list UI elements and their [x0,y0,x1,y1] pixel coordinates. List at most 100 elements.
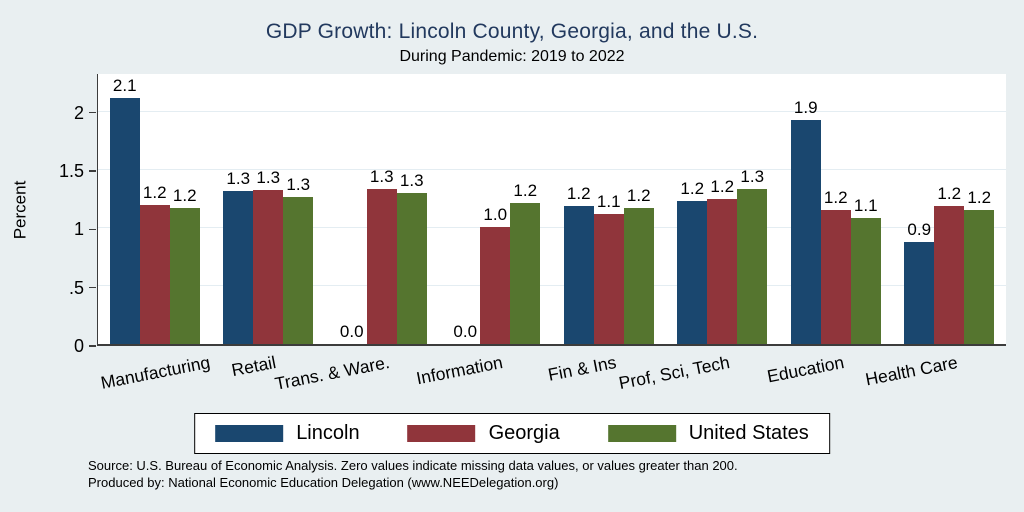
bar-slot: 1.2 [934,74,965,344]
bar-lincoln [790,120,821,344]
x-axis-label-anchor: Health Care [97,352,959,389]
bar-value-label: 1.2 [142,182,167,202]
bar-lincoln [904,242,935,344]
bar-value-label: 1.3 [369,166,394,186]
legend-swatch-lincoln [215,425,284,442]
bar-value-label: 1.3 [399,171,424,191]
x-axis-label: Education [765,352,846,387]
bar-group-health-care: 0.9 1.2 1.2 [893,74,1007,344]
bar-slot: 0.0 [450,74,480,344]
bar-slot: 1.2 [820,74,851,344]
bar-value-label: 1.2 [566,184,591,204]
x-axis-label-anchor: Retail [97,352,278,380]
bar-united-states [283,196,314,344]
legend-swatch-united-states [607,425,676,442]
bar-slot: 1.2 [677,74,708,344]
bar-slot: 1.2 [623,74,654,344]
bar-lincoln [677,201,708,344]
bar-slot: 0.0 [337,74,367,344]
bar-value-label: 1.3 [256,167,281,187]
bar-group-fin-ins: 1.2 1.1 1.2 [552,74,666,344]
bar-value-label: 1.3 [226,169,251,189]
bar-slot: 1.2 [510,74,541,344]
x-axis-label: Trans. & Ware. [272,352,391,394]
legend-label: United States [688,422,809,444]
bar-value-label: 1.2 [710,177,735,197]
bar-slot: 1.3 [737,74,768,344]
bar-united-states [737,188,768,344]
bar-slot: 1.3 [253,74,284,344]
bar-value-label: 1.2 [967,187,992,207]
x-axis-labels: Manufacturing Retail Trans. & Ware. Informa… [97,352,1006,412]
y-tick [89,170,96,172]
bar-value-label: 1.3 [286,174,311,194]
bar-value-label: 1.1 [853,195,878,215]
bar-group-prof-sci-tech: 1.2 1.2 1.3 [666,74,780,344]
bar-georgia [593,214,624,344]
bar-slot: 1.2 [707,74,738,344]
plot-area: 2.1 1.2 1.2 1.3 1.3 1.3 0.0 1.3 1.3 0.0 1.0 1.2 1.2 1… [97,74,1006,346]
legend-label: Lincoln [296,422,360,444]
bar-value-label: 1.2 [513,180,538,200]
bar-slot: 1.0 [480,74,511,344]
bar-group-retail: 1.3 1.3 1.3 [212,74,326,344]
y-tick-label: 0 [73,336,84,356]
chart-subtitle: During Pandemic: 2019 to 2022 [399,48,625,65]
legend-item-georgia: Georgia [407,422,560,445]
bar-lincoln [223,191,254,344]
bar-value-label: 1.2 [937,184,962,204]
x-axis-label: Retail [229,352,278,381]
gridline [98,284,1006,287]
bar-group-trans-ware: 0.0 1.3 1.3 [325,74,439,344]
bar-value-label: 1.2 [626,186,651,206]
bar-slot: 1.3 [223,74,254,344]
x-axis-label-anchor: Trans. & Ware. [97,352,391,394]
bar-united-states [850,217,881,344]
source-note-line1: Source: U.S. Bureau of Economic Analysis… [88,458,738,473]
bar-group-education: 1.9 1.2 1.1 [779,74,893,344]
y-tick-label: 1 [73,219,84,240]
x-axis-label-anchor: Fin & Ins [97,352,619,385]
x-axis-label: Manufacturing [99,352,212,393]
bar-value-label: 1.2 [172,186,197,206]
bar-slot: 1.3 [283,74,314,344]
legend-swatch-georgia [407,425,476,442]
legend-item-united-states: United States [607,422,809,445]
legend: Lincoln Georgia United States [194,413,830,454]
source-notes: Source: U.S. Bureau of Economic Analysis… [88,458,738,491]
y-tick [89,286,96,289]
bar-united-states [510,202,541,344]
bar-georgia [253,189,284,344]
bar-united-states [964,209,995,344]
bar-value-label: 1.3 [740,166,765,186]
bar-value-label: 1.1 [596,192,621,212]
bar-value-label: 1.2 [680,179,705,199]
gridline [98,110,1006,113]
bar-value-label: 0.0 [453,322,478,341]
x-axis-label-anchor: Prof, Sci, Tech [97,352,731,393]
bar-georgia [139,204,170,344]
x-axis-label-anchor: Manufacturing [97,352,212,393]
x-axis-label-anchor: Education [97,352,845,386]
y-tick-label: 2 [73,102,84,123]
y-tick [89,111,96,114]
bar-lincoln [109,98,140,344]
bar-slot: 1.1 [593,74,624,344]
bar-slot: 1.2 [964,74,995,344]
bar-slot: 1.3 [366,74,397,344]
y-axis-title-text: Percent [10,180,29,240]
x-axis-label-anchor: Information [97,352,505,388]
x-axis-label: Health Care [863,352,960,390]
y-tick [89,345,96,347]
bar-value-label: 1.2 [823,187,848,207]
gridline [98,168,1006,171]
bar-value-label: 1.0 [483,204,508,224]
bar-slot: 1.2 [139,74,170,344]
legend-item-lincoln: Lincoln [215,422,360,445]
bar-united-states [169,208,200,344]
x-axis-label: Prof, Sci, Tech [617,352,732,394]
x-axis-label: Fin & Ins [546,352,619,385]
bar-slot: 2.1 [109,74,140,344]
bar-value-label: 0.9 [907,220,932,240]
y-tick-label: .5 [68,277,84,298]
